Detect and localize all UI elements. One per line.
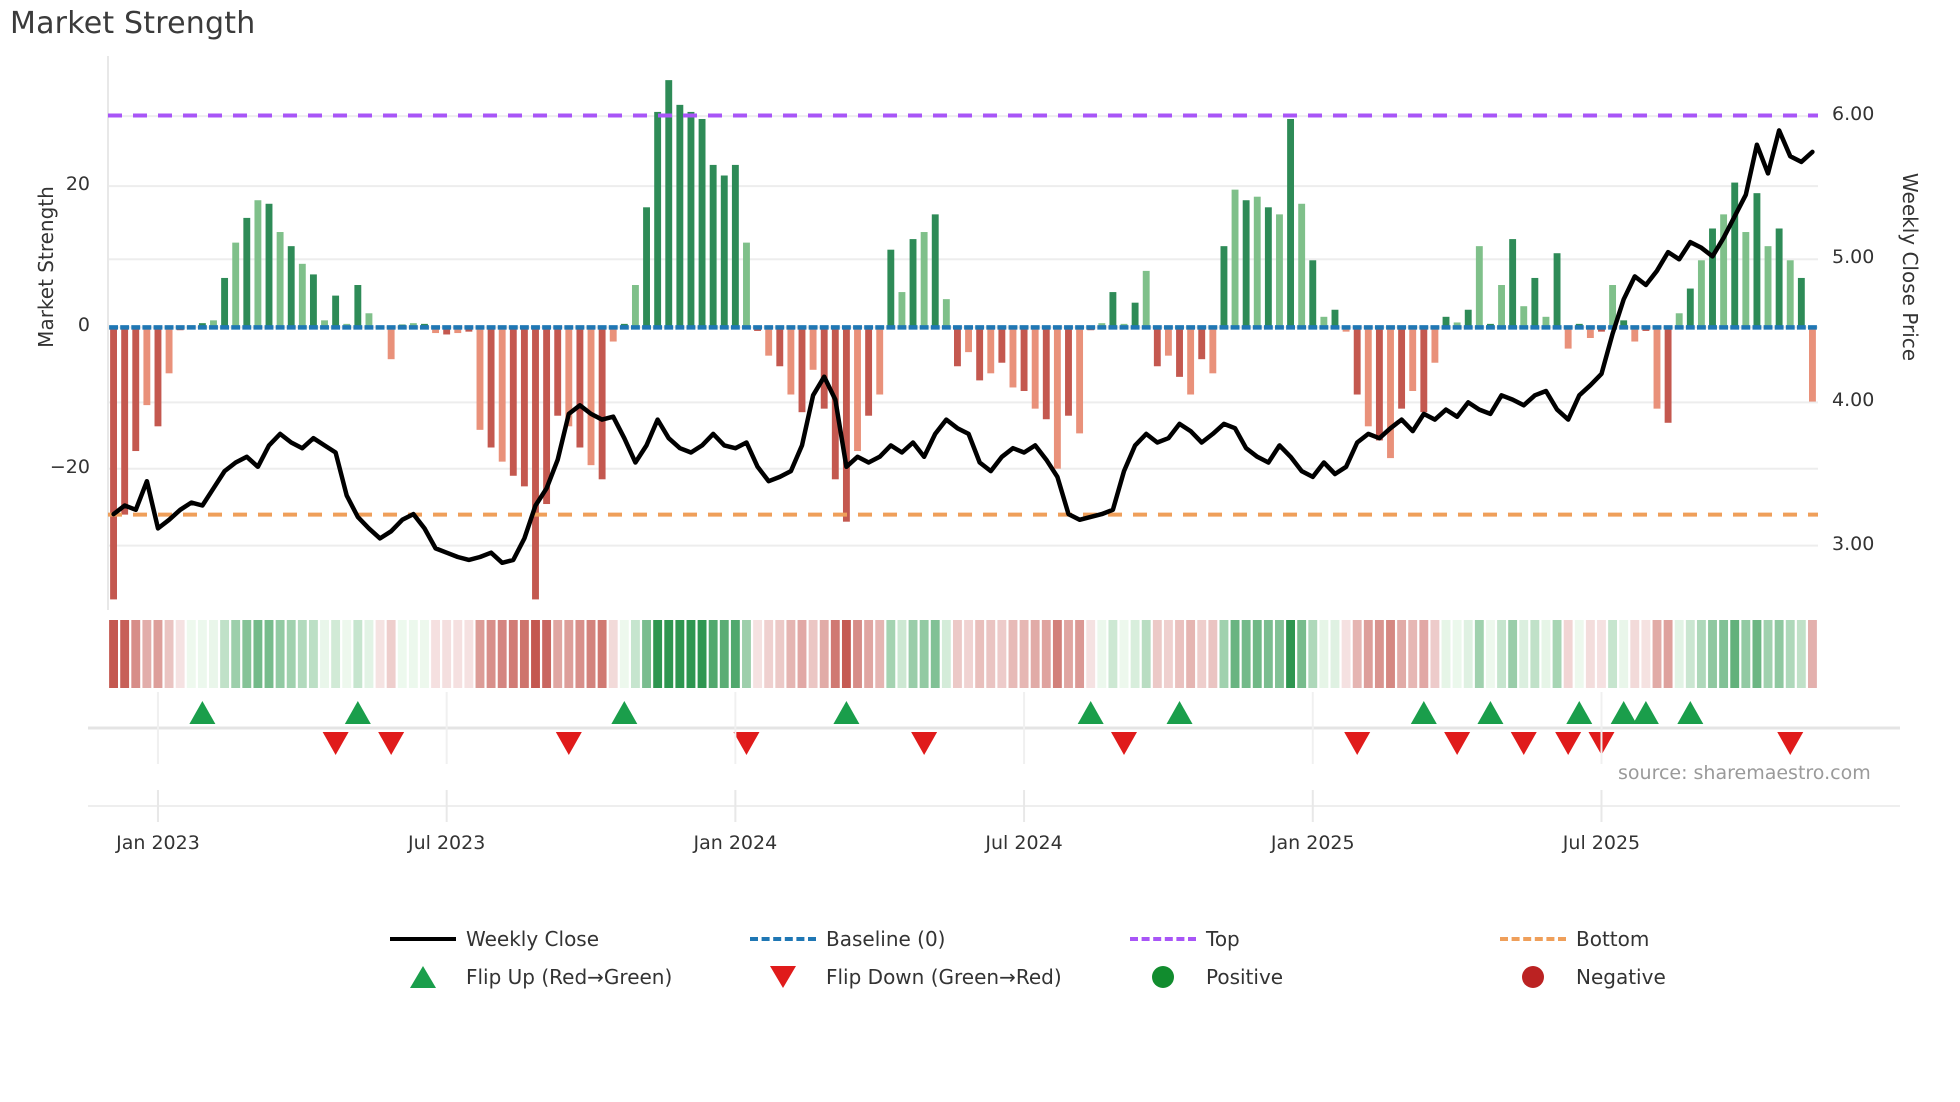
legend-label: Baseline (0) xyxy=(826,927,946,951)
x-tick: Jan 2024 xyxy=(693,832,778,854)
x-tick: Jan 2023 xyxy=(116,832,200,854)
legend-row: Weekly Close Baseline (0) Top Bottom xyxy=(380,920,1700,958)
line-dashed-icon xyxy=(1500,937,1566,941)
x-tick: Jan 2025 xyxy=(1270,832,1355,854)
source-caption: source: sharemaestro.com xyxy=(1618,762,1871,784)
legend-label: Weekly Close xyxy=(466,927,600,951)
x-tick: Jul 2025 xyxy=(1562,832,1641,854)
legend-item[interactable]: Bottom xyxy=(1490,920,1649,958)
legend-item[interactable]: Weekly Close xyxy=(380,920,599,958)
y-tick-right: 6.00 xyxy=(1832,103,1875,126)
y-tick-right: 4.00 xyxy=(1832,389,1875,412)
chart-legend: Weekly Close Baseline (0) Top Bottom Flip Up… xyxy=(380,920,1700,996)
x-tick: Jul 2024 xyxy=(985,832,1063,854)
y-tick-right: 3.00 xyxy=(1832,532,1875,555)
line-dashed-icon xyxy=(1130,937,1196,941)
legend-label: Bottom xyxy=(1576,927,1650,951)
line-dashed-icon xyxy=(750,937,816,941)
circle-marker-icon xyxy=(1522,966,1544,988)
line-solid-icon xyxy=(390,937,456,941)
triangle-up-icon xyxy=(410,966,436,988)
legend-label: Positive xyxy=(1206,965,1284,989)
legend-item[interactable]: Positive xyxy=(1120,958,1283,996)
y-tick-left: −20 xyxy=(49,455,90,478)
legend-item[interactable]: Negative xyxy=(1490,958,1666,996)
legend-label: Top xyxy=(1206,927,1240,951)
legend-item[interactable]: Baseline (0) xyxy=(740,920,945,958)
y-tick-right: 5.00 xyxy=(1832,246,1875,269)
legend-item[interactable]: Flip Down (Green→Red) xyxy=(740,958,1062,996)
legend-item[interactable]: Flip Up (Red→Green) xyxy=(380,958,672,996)
y-tick-left: 0 xyxy=(77,314,90,337)
triangle-down-icon xyxy=(770,966,796,988)
legend-row: Flip Up (Red→Green) Flip Down (Green→Red)… xyxy=(380,958,1700,996)
x-tick: Jul 2023 xyxy=(407,832,486,854)
legend-label: Negative xyxy=(1576,965,1666,989)
circle-marker-icon xyxy=(1152,966,1174,988)
y-tick-left: 20 xyxy=(65,173,90,196)
legend-label: Flip Up (Red→Green) xyxy=(466,965,673,989)
legend-label: Flip Down (Green→Red) xyxy=(826,965,1062,989)
page-title: Market Strength xyxy=(10,6,256,41)
legend-item[interactable]: Top xyxy=(1120,920,1240,958)
